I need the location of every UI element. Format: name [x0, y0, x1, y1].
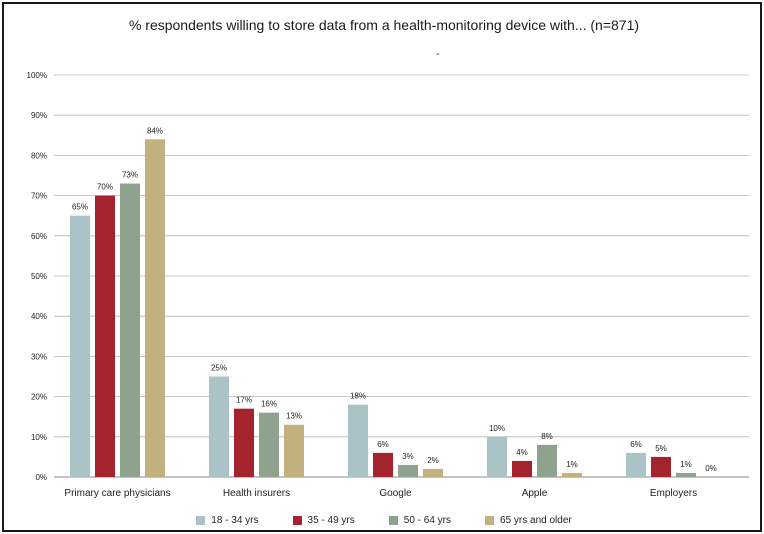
legend-label: 18 - 34 yrs [211, 515, 259, 526]
bar [284, 424, 304, 477]
bar [348, 404, 368, 477]
y-tick-label: 10% [31, 433, 47, 442]
data-label: 16% [261, 400, 277, 409]
bar [626, 452, 646, 477]
data-label: 4% [516, 448, 528, 457]
bar-chart: 0% 10% 20% 30% 40% 50% 60% 70% 80% 90% 100% 65% 70% 7… [27, 71, 749, 499]
data-label: 2% [427, 456, 439, 465]
data-label: 25% [211, 364, 227, 373]
data-label: 70% [97, 183, 113, 192]
legend-label: 65 yrs and older [500, 515, 572, 526]
data-label: 6% [630, 440, 642, 449]
legend-swatch [292, 516, 302, 525]
bar [423, 468, 443, 477]
legend-swatch [196, 516, 206, 525]
data-label: 18% [350, 392, 366, 401]
x-category-label: Employers [650, 488, 697, 499]
bar [70, 215, 90, 477]
data-label: 8% [541, 432, 553, 441]
bar [651, 456, 671, 477]
data-label: 13% [286, 412, 302, 421]
data-label: 1% [566, 460, 578, 469]
y-tick-label: 20% [31, 393, 47, 402]
y-tick-label: 60% [31, 232, 47, 241]
legend: 18 - 34 yrs 35 - 49 yrs 50 - 64 yrs 65 yrs … [4, 515, 764, 526]
bar [373, 452, 393, 477]
legend-swatch [388, 516, 398, 525]
y-tick-label: 40% [31, 312, 47, 321]
y-tick-label: 80% [31, 151, 47, 160]
data-label: 17% [236, 396, 252, 405]
chart-title: % respondents willing to store data from… [128, 17, 640, 33]
y-tick-label: 50% [31, 272, 47, 281]
legend-label: 50 - 64 yrs [403, 515, 452, 526]
y-tick-label: 100% [27, 71, 47, 80]
bar [487, 436, 507, 477]
bar [562, 472, 582, 477]
data-label: 6% [377, 440, 389, 449]
bar [145, 139, 165, 477]
y-tick-label: 30% [31, 352, 47, 361]
y-tick-label: 0% [35, 473, 47, 482]
legend-label: 35 - 49 yrs [307, 515, 355, 526]
y-tick-label: 70% [31, 192, 47, 201]
x-category-label: Google [379, 488, 412, 499]
bar [234, 408, 254, 477]
bar [512, 460, 532, 477]
data-label: 84% [147, 126, 163, 135]
data-label: 10% [489, 424, 505, 433]
legend-item: 18 - 34 yrs [196, 515, 259, 526]
bar [209, 376, 229, 477]
x-category-label: Apple [522, 488, 548, 499]
legend-swatch [485, 516, 495, 525]
legend-item: 65 yrs and older [485, 515, 572, 526]
data-label: 3% [402, 452, 414, 461]
chart-subtitle: - [436, 48, 440, 60]
bar [398, 464, 418, 477]
data-label: 0% [705, 464, 717, 473]
legend-item: 50 - 64 yrs [388, 515, 452, 526]
x-category-label: Primary care physicians [64, 488, 170, 499]
data-label: 1% [680, 460, 692, 469]
bar [95, 195, 115, 477]
bar [259, 412, 279, 477]
data-label: 73% [122, 171, 138, 180]
bar [537, 444, 557, 477]
legend-item: 35 - 49 yrs [292, 515, 355, 526]
x-category-label: Health insurers [223, 488, 290, 499]
data-label: 65% [72, 203, 88, 212]
bar [120, 183, 140, 478]
data-label: 5% [655, 444, 667, 453]
y-tick-label: 90% [31, 111, 47, 120]
bar [676, 472, 696, 477]
